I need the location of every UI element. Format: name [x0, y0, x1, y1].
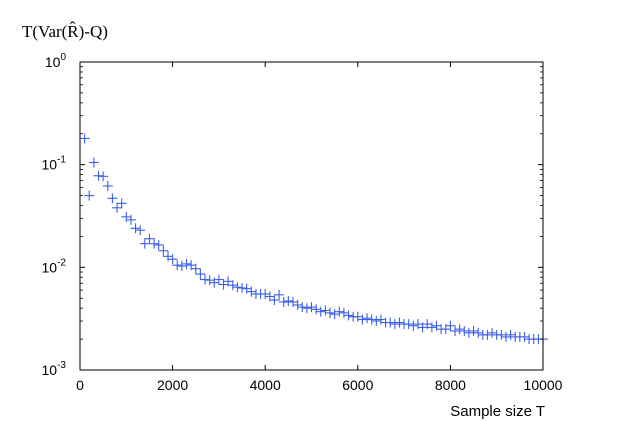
data-point — [144, 233, 155, 244]
data-point — [338, 307, 349, 318]
data-point — [116, 198, 127, 209]
y-axis: 10-3 10-2 10-1 100 — [42, 52, 543, 378]
data-point — [408, 320, 419, 331]
data-point — [487, 327, 498, 338]
data-point — [297, 302, 308, 313]
data-point — [195, 269, 206, 280]
data-point — [371, 316, 382, 327]
data-point — [269, 295, 280, 306]
data-point — [237, 282, 248, 293]
y-axis-label: T(Var(R̂)-Q) — [22, 22, 108, 41]
data-point — [505, 329, 516, 340]
x-tick-label: 2000 — [157, 377, 188, 393]
data-point — [450, 325, 461, 336]
y-tick-label: 100 — [45, 52, 67, 70]
data-point — [102, 180, 113, 191]
y-tick-label: 10-2 — [42, 257, 67, 275]
x-tick-label: 8000 — [435, 377, 466, 393]
x-axis-label: Sample size T — [450, 403, 545, 420]
data-point — [181, 258, 192, 269]
data-point — [445, 320, 456, 331]
data-point — [158, 245, 169, 256]
data-point — [357, 314, 368, 325]
data-point — [334, 306, 345, 317]
data-point — [278, 296, 289, 307]
data-point — [306, 302, 317, 313]
data-point — [84, 190, 95, 201]
data-point — [459, 325, 470, 336]
data-point — [454, 324, 465, 335]
data-point — [463, 327, 474, 338]
data-point — [389, 319, 400, 330]
data-point — [88, 157, 99, 168]
data-point — [232, 282, 243, 293]
data-point — [149, 238, 160, 249]
data-point — [292, 299, 303, 310]
data-point — [500, 331, 511, 342]
x-tick-label: 6000 — [342, 377, 373, 393]
data-point — [130, 223, 141, 234]
data-point — [125, 214, 136, 225]
data-point — [98, 171, 109, 182]
data-point — [260, 288, 271, 299]
data-point — [519, 331, 530, 342]
data-point — [246, 286, 257, 297]
x-tick-label: 10000 — [524, 377, 563, 393]
data-point — [167, 254, 178, 265]
data-point — [93, 170, 104, 181]
x-axis: 0 2000 4000 6000 8000 10000 — [76, 62, 563, 393]
data-point — [79, 133, 90, 144]
data-point — [325, 307, 336, 318]
data-point — [274, 289, 285, 300]
data-point — [213, 274, 224, 285]
data-point — [315, 306, 326, 317]
data-point — [320, 305, 331, 316]
data-point — [329, 309, 340, 320]
data-point — [311, 304, 322, 315]
data-point — [200, 274, 211, 285]
data-point — [394, 317, 405, 328]
data-point — [366, 314, 377, 325]
data-point — [283, 295, 294, 306]
data-point — [301, 303, 312, 314]
plot-frame — [79, 61, 544, 371]
data-point — [362, 313, 373, 324]
data-point — [172, 260, 183, 271]
data-point — [176, 261, 187, 272]
data-point — [190, 263, 201, 274]
data-series — [79, 133, 548, 345]
data-point — [482, 329, 493, 340]
data-point — [112, 202, 123, 213]
data-point — [385, 317, 396, 328]
data-point — [468, 325, 479, 336]
data-point — [135, 225, 146, 236]
data-point — [426, 322, 437, 333]
data-point — [139, 238, 150, 249]
data-point — [403, 319, 414, 330]
data-point — [473, 327, 484, 338]
data-point — [496, 329, 507, 340]
y-tick-label: 10-1 — [42, 155, 67, 173]
data-point — [227, 280, 238, 291]
data-point — [204, 275, 215, 286]
y-tick-label: 10-3 — [42, 360, 67, 378]
data-point — [343, 310, 354, 321]
x-tick-label: 4000 — [250, 377, 281, 393]
x-tick-label: 0 — [76, 377, 84, 393]
data-point — [153, 240, 164, 251]
data-point — [107, 193, 118, 204]
